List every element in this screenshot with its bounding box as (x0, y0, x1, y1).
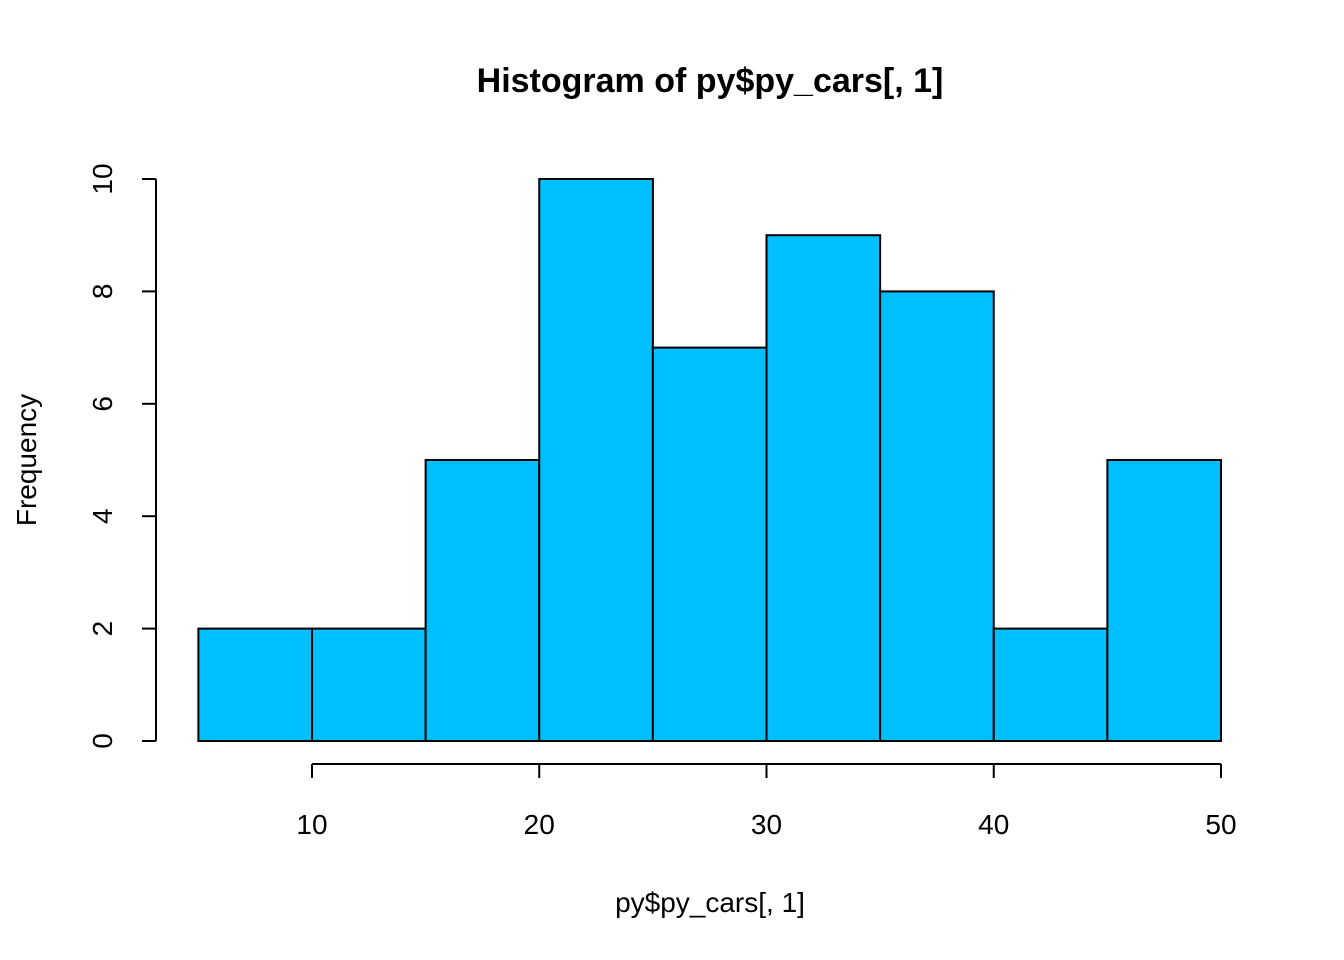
y-tick-label: 10 (87, 163, 118, 194)
histogram-bar (992, 627, 1109, 742)
histogram-bar (879, 290, 995, 742)
y-axis: 0 2 4 6 8 10 (87, 163, 157, 749)
x-tick-label: 10 (296, 809, 327, 840)
histogram-bar (197, 627, 313, 742)
x-axis: 10 20 30 40 50 (296, 763, 1237, 840)
histogram-bar (765, 234, 882, 742)
histogram-bar (538, 178, 654, 742)
histogram-bar (651, 346, 768, 742)
y-tick-label: 2 (87, 621, 118, 637)
x-tick-label: 40 (978, 809, 1009, 840)
x-tick-label: 50 (1205, 809, 1236, 840)
y-tick-label: 6 (87, 396, 118, 412)
chart-title: Histogram of py$py_cars[, 1] (477, 62, 944, 100)
histogram-bar (424, 459, 541, 742)
y-tick-label: 4 (87, 508, 118, 524)
x-tick-label: 30 (751, 809, 782, 840)
y-axis-label: Frequency (11, 394, 42, 526)
y-tick-label: 0 (87, 733, 118, 749)
histogram-bar (1106, 459, 1222, 742)
y-tick-label: 8 (87, 284, 118, 300)
bars-group (197, 178, 1222, 742)
histogram-bar (311, 627, 427, 742)
x-axis-label: py$py_cars[, 1] (615, 887, 805, 918)
x-tick-label: 20 (524, 809, 555, 840)
